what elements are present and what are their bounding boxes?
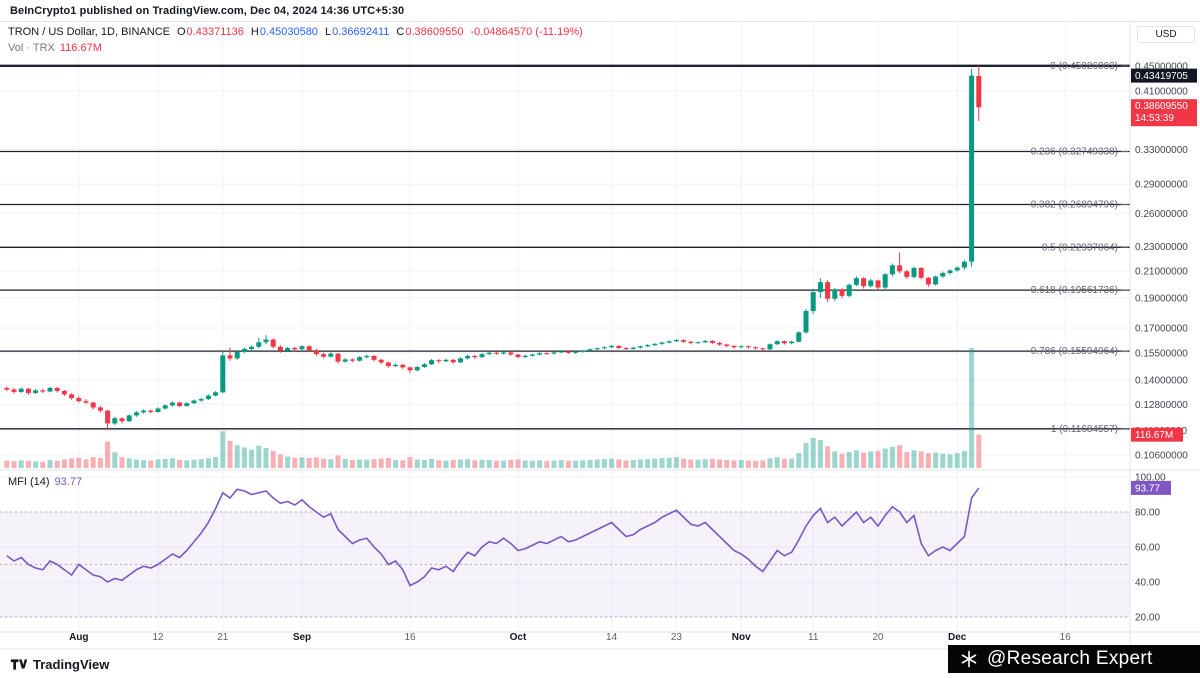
publisher-line: BeInCrypto1 published on TradingView.com…	[10, 4, 405, 17]
close-label: C	[396, 26, 405, 38]
svg-text:Sep: Sep	[293, 632, 311, 643]
svg-text:0.29000000: 0.29000000	[1135, 180, 1188, 191]
svg-text:14:53:39: 14:53:39	[1135, 113, 1174, 124]
svg-text:0.43419705: 0.43419705	[1135, 71, 1188, 82]
svg-text:1 (0.11684557): 1 (0.11684557)	[1051, 424, 1118, 435]
mfi-legend: MFI (14) 93.77	[8, 476, 82, 488]
time-axis: Aug 12 21 Sep 16 Oct 14 23 Nov 11 20 Dec 16	[69, 632, 1071, 643]
open-label: O	[176, 26, 186, 38]
svg-text:23: 23	[671, 632, 683, 643]
volume-bars	[4, 348, 982, 468]
svg-text:11: 11	[808, 632, 819, 643]
currency-toggle-button[interactable]: USD	[1137, 26, 1195, 43]
volume-legend: Vol · TRX 116.67M	[8, 42, 102, 54]
mfi-indicator-value: 93.77	[54, 476, 83, 488]
svg-text:0.12800000: 0.12800000	[1135, 400, 1188, 411]
svg-text:0.38609550: 0.38609550	[1135, 101, 1188, 112]
snowflake-icon	[961, 650, 977, 668]
svg-text:0.19000000: 0.19000000	[1135, 293, 1188, 304]
svg-text:0.41000000: 0.41000000	[1135, 87, 1188, 98]
svg-text:Dec: Dec	[948, 632, 967, 643]
svg-text:40.00: 40.00	[1135, 578, 1160, 589]
price-axis: 0.45000000 0.41000000 0.33000000 0.29000000…	[1129, 22, 1200, 650]
svg-text:0 (0.45026003): 0 (0.45026003)	[1050, 61, 1118, 72]
high-label: H	[250, 26, 259, 38]
volume-value: 116.67M	[59, 42, 102, 54]
svg-text:0.45000000: 0.45000000	[1135, 61, 1188, 72]
svg-text:16: 16	[404, 632, 416, 643]
ohlc-open: O 0.43371136	[177, 26, 244, 38]
open-value: 0.43371136	[186, 26, 244, 38]
fib-labels: 0 (0.45026003) 0.236 (0.32749338) 0.382 (0…	[1031, 61, 1128, 435]
svg-text:20.00: 20.00	[1135, 613, 1160, 624]
ohlc-high: H 0.45030580	[251, 26, 318, 38]
ohlc-close: C 0.38609550	[396, 26, 463, 38]
change-value: -0.04864570 (-11.19%)	[470, 26, 583, 38]
symbol-title[interactable]: TRON / US Dollar, 1D, BINANCE	[8, 26, 170, 38]
svg-text:100.00: 100.00	[1135, 473, 1166, 484]
svg-text:14: 14	[606, 632, 618, 643]
low-value: 0.36692411	[332, 26, 390, 38]
low-label: L	[324, 26, 332, 38]
tradingview-logo-text: TradingView	[33, 656, 110, 672]
svg-text:20: 20	[872, 632, 884, 643]
mfi-band	[0, 511, 1130, 618]
svg-text:0.10600000: 0.10600000	[1135, 451, 1188, 462]
tradingview-attribution[interactable]: TradingView	[10, 656, 109, 673]
svg-text:0.618 (0.19561736): 0.618 (0.19561736)	[1031, 285, 1118, 296]
svg-text:0.21000000: 0.21000000	[1135, 267, 1188, 278]
svg-text:0.26000000: 0.26000000	[1135, 209, 1188, 220]
svg-text:0.236 (0.32749338): 0.236 (0.32749338)	[1031, 146, 1118, 157]
svg-text:60.00: 60.00	[1135, 543, 1160, 554]
mfi-indicator-label[interactable]: MFI (14)	[8, 476, 50, 488]
svg-text:116.67M: 116.67M	[1135, 430, 1173, 441]
close-value: 0.38609550	[405, 26, 464, 38]
svg-text:0.382 (0.26894796): 0.382 (0.26894796)	[1031, 199, 1118, 210]
chart-canvas[interactable]: 0.45000000 0.41000000 0.33000000 0.29000000…	[0, 22, 1200, 650]
svg-text:16: 16	[1060, 632, 1072, 643]
svg-text:0.786 (0.15594964): 0.786 (0.15594964)	[1031, 346, 1118, 357]
svg-text:Aug: Aug	[69, 632, 88, 643]
svg-text:0.15500000: 0.15500000	[1135, 348, 1188, 359]
high-value: 0.45030580	[259, 26, 318, 38]
svg-text:Oct: Oct	[510, 632, 527, 643]
tradingview-logo-icon	[10, 658, 27, 670]
svg-text:21: 21	[217, 632, 229, 643]
svg-text:12: 12	[152, 632, 164, 643]
symbol-legend: TRON / US Dollar, 1D, BINANCE O 0.4337113…	[8, 26, 583, 38]
candles-layer	[4, 65, 982, 431]
svg-text:Nov: Nov	[732, 632, 751, 643]
svg-text:0.5 (0.22937064): 0.5 (0.22937064)	[1042, 242, 1118, 253]
svg-text:0.33000000: 0.33000000	[1135, 145, 1188, 156]
svg-text:93.77: 93.77	[1135, 483, 1160, 494]
ohlc-low: L 0.36692411	[325, 26, 389, 38]
watermark: @Research Expert	[948, 645, 1200, 673]
watermark-text: @Research Expert	[987, 648, 1153, 669]
publisher-bar: BeInCrypto1 published on TradingView.com…	[0, 0, 1200, 22]
svg-text:0.14000000: 0.14000000	[1135, 376, 1188, 387]
svg-text:0.23000000: 0.23000000	[1135, 242, 1188, 253]
mfi-line	[6, 487, 980, 587]
volume-label[interactable]: Vol · TRX	[8, 42, 55, 54]
fib-retracement-lines	[0, 64, 1130, 430]
svg-text:0.17000000: 0.17000000	[1135, 323, 1188, 334]
svg-text:80.00: 80.00	[1135, 508, 1160, 519]
